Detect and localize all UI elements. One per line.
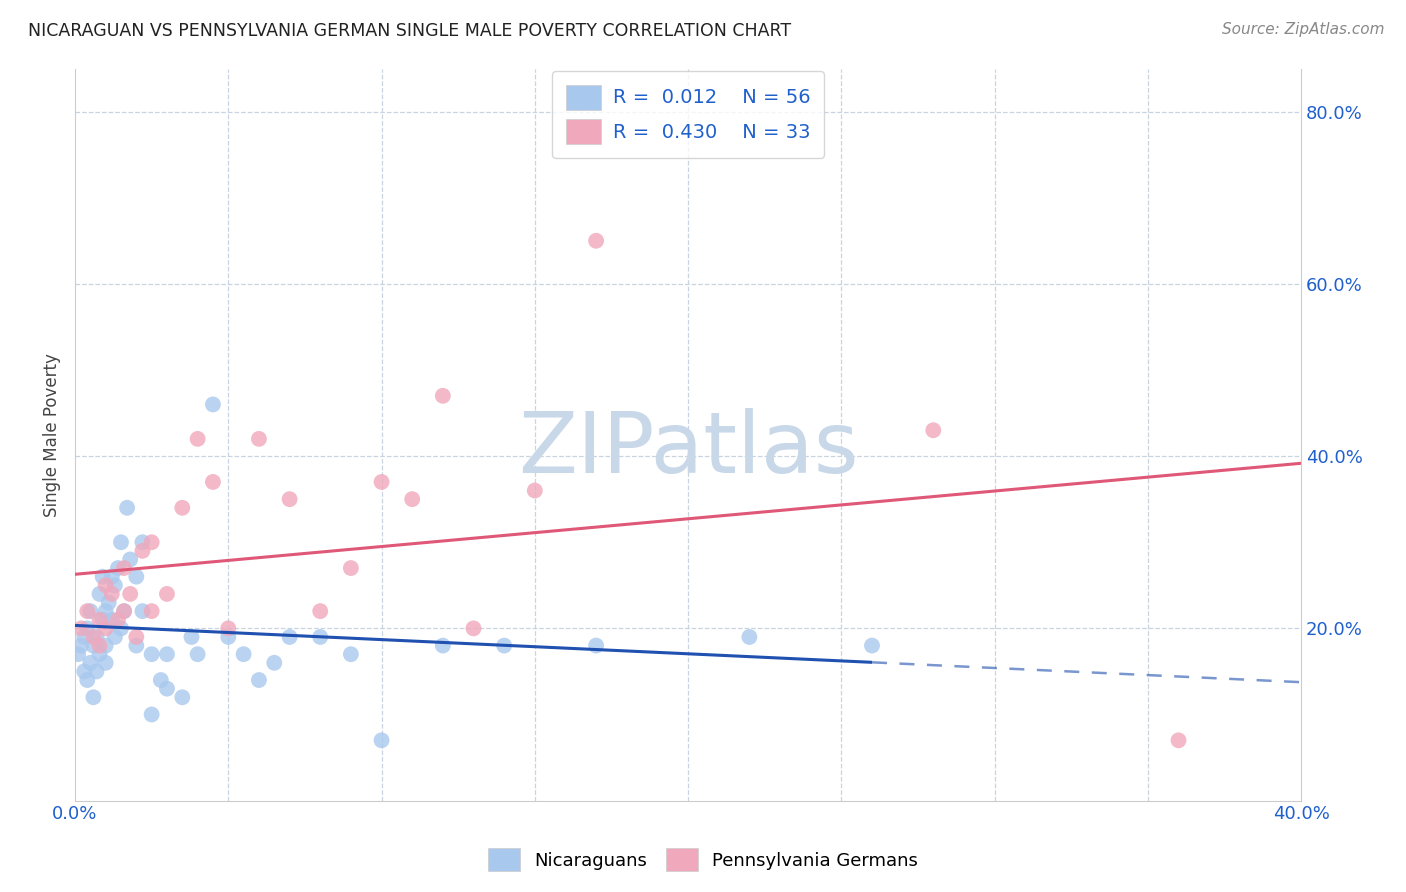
Point bbox=[112, 604, 135, 618]
Point bbox=[340, 647, 363, 661]
Point bbox=[76, 604, 98, 618]
Point bbox=[76, 673, 98, 687]
Point bbox=[76, 621, 98, 635]
Legend: R =  0.012    N = 56, R =  0.430    N = 33: R = 0.012 N = 56, R = 0.430 N = 33 bbox=[553, 71, 824, 158]
Point bbox=[89, 613, 111, 627]
Point bbox=[82, 630, 104, 644]
Point bbox=[309, 604, 332, 618]
Point bbox=[370, 475, 392, 489]
Text: NICARAGUAN VS PENNSYLVANIA GERMAN SINGLE MALE POVERTY CORRELATION CHART: NICARAGUAN VS PENNSYLVANIA GERMAN SINGLE… bbox=[28, 22, 792, 40]
Point bbox=[922, 423, 945, 437]
Point bbox=[110, 535, 132, 549]
Point bbox=[120, 587, 142, 601]
Point bbox=[370, 733, 392, 747]
Point bbox=[494, 639, 516, 653]
Point bbox=[82, 690, 104, 705]
Point bbox=[79, 604, 101, 618]
Point bbox=[278, 630, 301, 644]
Point bbox=[104, 578, 127, 592]
Point bbox=[94, 604, 117, 618]
Point bbox=[217, 621, 239, 635]
Point bbox=[172, 500, 194, 515]
Point bbox=[585, 234, 607, 248]
Point bbox=[79, 656, 101, 670]
Point bbox=[91, 613, 114, 627]
Point bbox=[201, 397, 224, 411]
Point bbox=[101, 570, 124, 584]
Point bbox=[278, 492, 301, 507]
Y-axis label: Single Male Poverty: Single Male Poverty bbox=[44, 352, 60, 516]
Point bbox=[94, 639, 117, 653]
Point bbox=[89, 647, 111, 661]
Point bbox=[187, 432, 209, 446]
Point bbox=[73, 665, 96, 679]
Point bbox=[107, 561, 129, 575]
Point bbox=[86, 665, 108, 679]
Point bbox=[131, 544, 153, 558]
Point bbox=[110, 621, 132, 635]
Point bbox=[217, 630, 239, 644]
Point bbox=[101, 613, 124, 627]
Point bbox=[120, 552, 142, 566]
Point bbox=[432, 639, 454, 653]
Point bbox=[131, 604, 153, 618]
Point bbox=[141, 707, 163, 722]
Point bbox=[94, 621, 117, 635]
Point bbox=[201, 475, 224, 489]
Point bbox=[115, 500, 138, 515]
Point bbox=[107, 613, 129, 627]
Point bbox=[125, 639, 148, 653]
Text: ZIPatlas: ZIPatlas bbox=[517, 408, 859, 491]
Point bbox=[89, 587, 111, 601]
Point bbox=[141, 647, 163, 661]
Point bbox=[156, 587, 179, 601]
Point bbox=[247, 673, 270, 687]
Point bbox=[125, 570, 148, 584]
Point bbox=[309, 630, 332, 644]
Point bbox=[1167, 733, 1189, 747]
Point bbox=[112, 604, 135, 618]
Text: Source: ZipAtlas.com: Source: ZipAtlas.com bbox=[1222, 22, 1385, 37]
Point bbox=[125, 630, 148, 644]
Point bbox=[131, 535, 153, 549]
Point bbox=[73, 630, 96, 644]
Point bbox=[232, 647, 254, 661]
Point bbox=[82, 639, 104, 653]
Point bbox=[94, 656, 117, 670]
Point bbox=[112, 561, 135, 575]
Point bbox=[860, 639, 883, 653]
Point bbox=[463, 621, 485, 635]
Point bbox=[86, 630, 108, 644]
Point bbox=[180, 630, 202, 644]
Point bbox=[401, 492, 423, 507]
Point bbox=[141, 604, 163, 618]
Point bbox=[141, 535, 163, 549]
Legend: Nicaraguans, Pennsylvania Germans: Nicaraguans, Pennsylvania Germans bbox=[481, 841, 925, 879]
Point bbox=[70, 621, 93, 635]
Point bbox=[432, 389, 454, 403]
Point bbox=[101, 587, 124, 601]
Point bbox=[104, 630, 127, 644]
Point bbox=[585, 639, 607, 653]
Point bbox=[187, 647, 209, 661]
Point bbox=[263, 656, 285, 670]
Point bbox=[94, 578, 117, 592]
Point bbox=[67, 647, 90, 661]
Point bbox=[172, 690, 194, 705]
Point bbox=[738, 630, 761, 644]
Point bbox=[70, 639, 93, 653]
Point bbox=[247, 432, 270, 446]
Point bbox=[91, 570, 114, 584]
Point bbox=[523, 483, 546, 498]
Point bbox=[149, 673, 172, 687]
Point bbox=[340, 561, 363, 575]
Point bbox=[97, 595, 120, 609]
Point bbox=[156, 681, 179, 696]
Point bbox=[156, 647, 179, 661]
Point bbox=[89, 639, 111, 653]
